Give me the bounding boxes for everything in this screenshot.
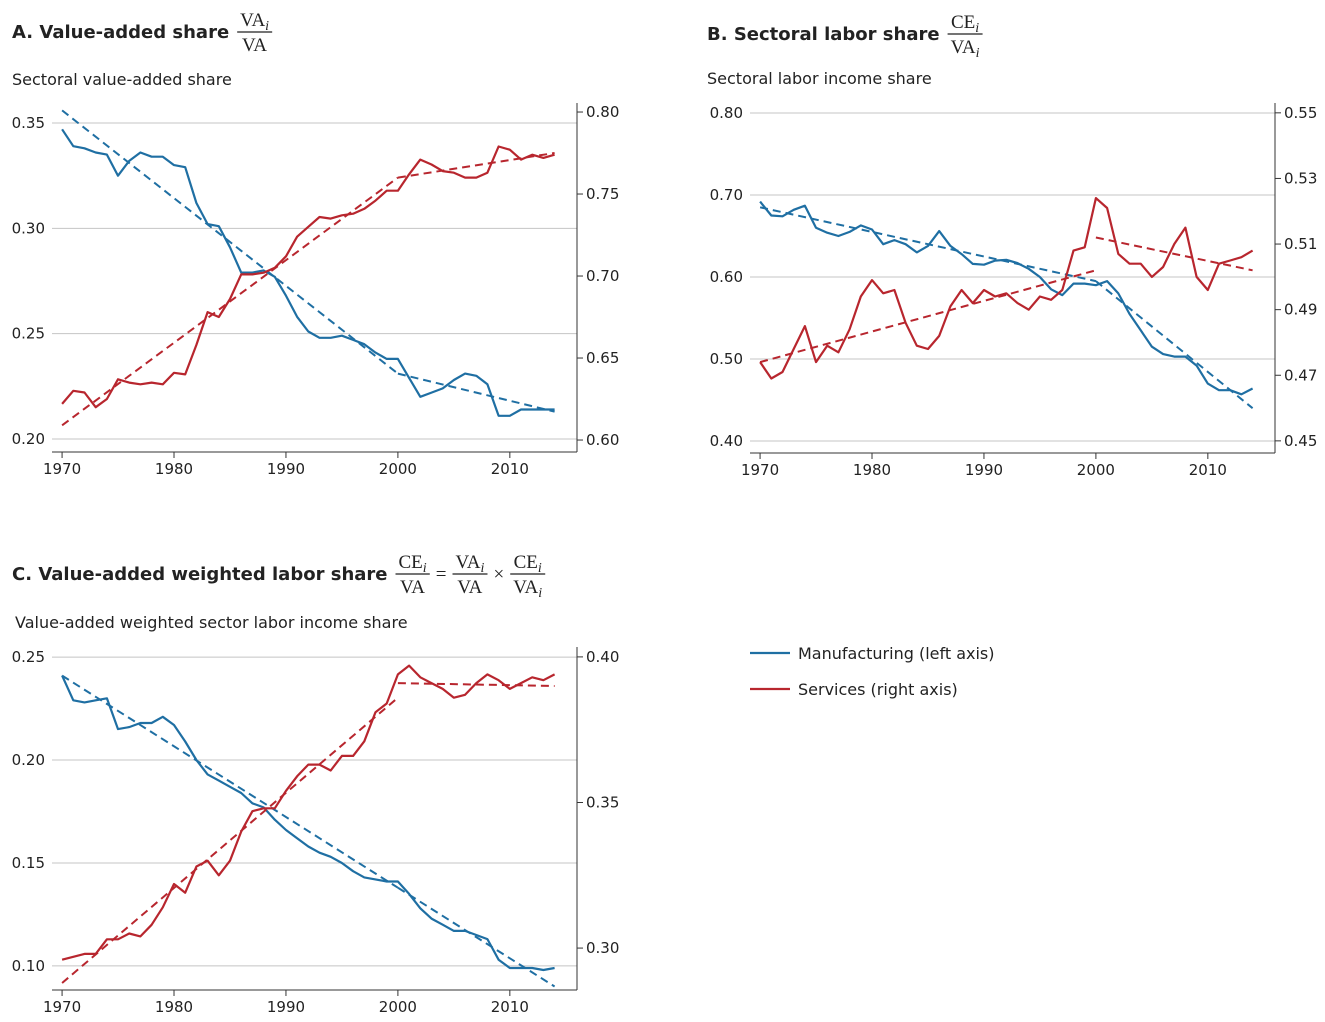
trend-line — [61, 109, 399, 375]
x-tick-label: 1980 — [155, 998, 193, 1016]
formula-part: VAi — [951, 37, 980, 61]
formula-symbol: VA — [240, 10, 265, 31]
x-tick-label: 1990 — [267, 998, 305, 1016]
y-tick-label: 0.40 — [710, 432, 743, 450]
formula-part: VA — [457, 577, 482, 598]
x-tick-label: 1970 — [43, 460, 81, 478]
trend-line — [397, 152, 555, 179]
formula-part: CEi — [399, 552, 427, 576]
y2-tick-label: 0.30 — [586, 939, 619, 957]
x-tick-label: 1970 — [43, 998, 81, 1016]
trend-line — [759, 269, 1097, 364]
x-tick-label: 2000 — [1077, 461, 1115, 479]
panel-title: B. Sectoral labor share — [707, 24, 940, 45]
formula-part: VAi — [240, 10, 269, 34]
formula-subscript: i — [975, 21, 979, 36]
formula-part: CEi — [514, 552, 542, 576]
formula-subscript: i — [423, 561, 427, 576]
y2-tick-label: 0.49 — [1284, 301, 1317, 319]
y-tick-label: 0.80 — [710, 104, 743, 122]
y-tick-label: 0.10 — [12, 957, 45, 975]
formula-operator: × — [494, 564, 505, 585]
y-tick-label: 0.20 — [12, 430, 45, 448]
trend-line — [61, 696, 399, 984]
series-line — [759, 197, 1254, 380]
y-tick-label: 0.70 — [710, 186, 743, 204]
trend-line — [61, 176, 399, 427]
formula-symbol: VA — [242, 35, 267, 56]
x-tick-label: 1980 — [155, 460, 193, 478]
y-tick-label: 0.35 — [12, 114, 45, 132]
series-line — [61, 664, 556, 961]
series-line — [61, 145, 555, 409]
formula-subscript: i — [265, 19, 269, 34]
series-line — [61, 128, 555, 417]
formula-symbol: CE — [514, 552, 538, 573]
x-tick-label: 2010 — [491, 460, 529, 478]
axis-subtitle: Value-added weighted sector labor income… — [15, 613, 408, 632]
formula-subscript: i — [976, 46, 980, 61]
y2-tick-label: 0.75 — [586, 185, 619, 203]
panel: C. Value-added weighted labor shareCEiVA… — [12, 552, 620, 1016]
y2-tick-label: 0.80 — [586, 103, 619, 121]
y-tick-label: 0.25 — [12, 325, 45, 343]
x-tick-label: 2010 — [491, 998, 529, 1016]
legend-label: Manufacturing (left axis) — [798, 644, 994, 663]
y-tick-label: 0.60 — [710, 268, 743, 286]
series-line — [61, 675, 555, 972]
x-tick-label: 1990 — [267, 460, 305, 478]
x-tick-label: 1980 — [853, 461, 891, 479]
y-tick-label: 0.30 — [12, 219, 45, 237]
y-tick-label: 0.20 — [12, 751, 45, 769]
formula-part: CEi — [951, 12, 979, 36]
formula-symbol: CE — [399, 552, 423, 573]
formula-part: VA — [400, 577, 425, 598]
formula-subscript: i — [538, 561, 542, 576]
trend-line — [397, 372, 555, 413]
y2-tick-label: 0.35 — [586, 793, 619, 811]
y2-tick-label: 0.53 — [1284, 169, 1317, 187]
y-tick-label: 0.50 — [710, 350, 743, 368]
y2-tick-label: 0.55 — [1284, 104, 1317, 122]
x-tick-label: 1990 — [965, 461, 1003, 479]
formula-subscript: i — [481, 561, 485, 576]
formula-symbol: CE — [951, 12, 975, 33]
formula-symbol: VA — [513, 577, 538, 598]
formula-subscript: i — [538, 586, 542, 601]
formula-operator: = — [436, 564, 447, 585]
y2-tick-label: 0.70 — [586, 267, 619, 285]
x-tick-label: 2000 — [379, 460, 417, 478]
x-tick-label: 2000 — [379, 998, 417, 1016]
series-line — [759, 200, 1254, 396]
axis-subtitle: Sectoral value-added share — [12, 70, 232, 89]
formula-symbol: VA — [951, 37, 976, 58]
y2-tick-label: 0.47 — [1284, 366, 1317, 384]
panel-title: A. Value-added share — [12, 22, 229, 43]
formula-symbol: VA — [457, 577, 482, 598]
y2-tick-label: 0.45 — [1284, 432, 1317, 450]
axis-subtitle: Sectoral labor income share — [707, 69, 932, 88]
y-tick-label: 0.15 — [12, 854, 45, 872]
formula-symbol: VA — [456, 552, 481, 573]
panel-title: C. Value-added weighted labor share — [12, 564, 388, 585]
formula-part: VA — [242, 35, 267, 56]
y-tick-label: 0.25 — [12, 648, 45, 666]
y2-tick-label: 0.51 — [1284, 235, 1317, 253]
trend-line — [61, 674, 399, 889]
formula-part: VAi — [513, 577, 542, 601]
y2-tick-label: 0.65 — [586, 349, 619, 367]
legend-label: Services (right axis) — [798, 680, 958, 699]
trend-line — [1095, 236, 1253, 272]
x-tick-label: 2010 — [1189, 461, 1227, 479]
y2-tick-label: 0.60 — [586, 431, 619, 449]
legend: Manufacturing (left axis) Services (right… — [750, 644, 994, 699]
y2-tick-label: 0.40 — [586, 648, 619, 666]
formula-symbol: VA — [400, 577, 425, 598]
formula-part: VAi — [456, 552, 485, 576]
x-tick-label: 1970 — [741, 461, 779, 479]
trend-line — [397, 886, 556, 988]
